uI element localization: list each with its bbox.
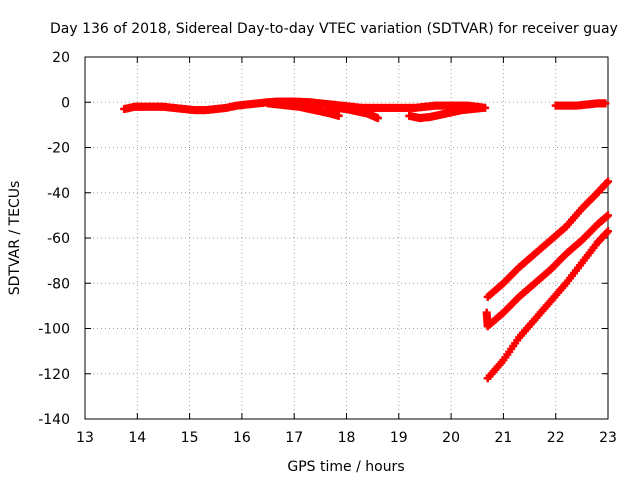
y-tick-label: -120 (38, 367, 70, 383)
data-point (602, 178, 611, 187)
x-tick-label: 18 (338, 430, 356, 446)
series-diagonal-arc-top (483, 177, 612, 301)
y-tick-label: 20 (52, 50, 70, 66)
x-tick-labels: 13 14 15 16 17 18 19 20 21 22 23 (76, 430, 617, 446)
x-tick-label: 14 (128, 430, 146, 446)
series-satellite-arc-dip-17h (264, 99, 343, 120)
data-point (601, 99, 610, 108)
y-tick-label: -140 (38, 412, 70, 428)
data-point (478, 103, 487, 112)
data-point (602, 228, 611, 237)
y-axis-title: SDTVAR / TECUs (7, 181, 23, 296)
data-point (334, 111, 343, 120)
x-tick-label: 17 (285, 430, 303, 446)
y-tick-label: -20 (47, 141, 70, 157)
grid (85, 57, 608, 419)
x-tick-label: 21 (494, 430, 512, 446)
data-point (604, 227, 612, 236)
x-tick-label: 19 (390, 430, 408, 446)
series-diagonal-arc-bottom (483, 227, 612, 383)
data-point (604, 211, 612, 220)
x-tick-label: 23 (599, 430, 617, 446)
data-point (604, 177, 612, 186)
x-tick-label: 16 (233, 430, 251, 446)
series-satellite-arc-dip-18h (321, 101, 382, 123)
y-tick-label: 0 (61, 95, 70, 111)
series-diagonal-arc-middle (482, 211, 612, 331)
chart-title: Day 136 of 2018, Sidereal Day-to-day VTE… (50, 21, 618, 37)
data-points (120, 97, 612, 383)
series-satellite-arc-19h (405, 103, 487, 123)
x-axis-title: GPS time / hours (287, 459, 404, 475)
x-tick-label: 22 (547, 430, 565, 446)
x-tick-label: 20 (442, 430, 460, 446)
y-tick-label: -100 (38, 322, 70, 338)
y-tick-label: -60 (47, 231, 70, 247)
y-tick-label: -80 (47, 276, 70, 292)
x-tick-label: 15 (181, 430, 199, 446)
data-point (373, 114, 382, 123)
x-tick-label: 13 (76, 430, 94, 446)
y-tick-label: -40 (47, 186, 70, 202)
series-satellite-arc-late (551, 99, 610, 110)
y-tick-labels: -140 -120 -100 -80 -60 -40 -20 0 20 (38, 50, 70, 428)
